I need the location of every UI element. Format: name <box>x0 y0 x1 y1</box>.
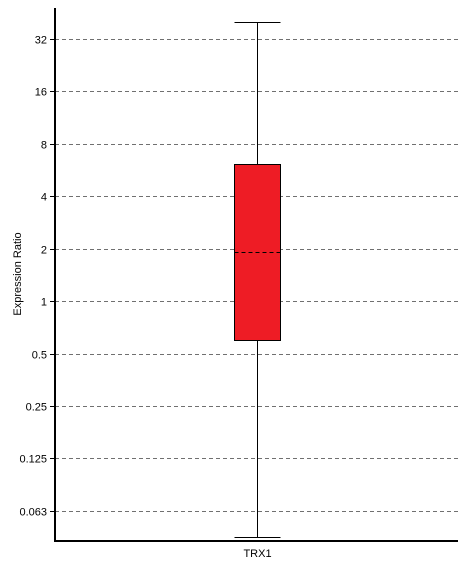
y-tick-label: 1 <box>41 297 47 309</box>
y-axis-title: Expression Ratio <box>12 232 24 315</box>
y-tick-label: 0.25 <box>26 402 47 414</box>
y-tick-label: 4 <box>41 192 47 204</box>
y-tick-label: 0.5 <box>32 350 47 362</box>
box-series <box>234 22 281 538</box>
y-tick-label: 2 <box>41 245 47 257</box>
y-tick-label: 8 <box>41 140 47 152</box>
y-tick-label: 32 <box>35 35 47 47</box>
y-tick-label: 0.063 <box>19 507 47 519</box>
x-axis-categories: TRX1 <box>243 548 271 560</box>
y-tick-label: 16 <box>35 87 47 99</box>
y-axis-ticks: 0.063 0.125 0.25 0.5 1 2 4 8 16 32 <box>19 35 55 519</box>
x-category-label: TRX1 <box>243 548 271 560</box>
y-tick-label: 0.125 <box>19 454 47 466</box>
